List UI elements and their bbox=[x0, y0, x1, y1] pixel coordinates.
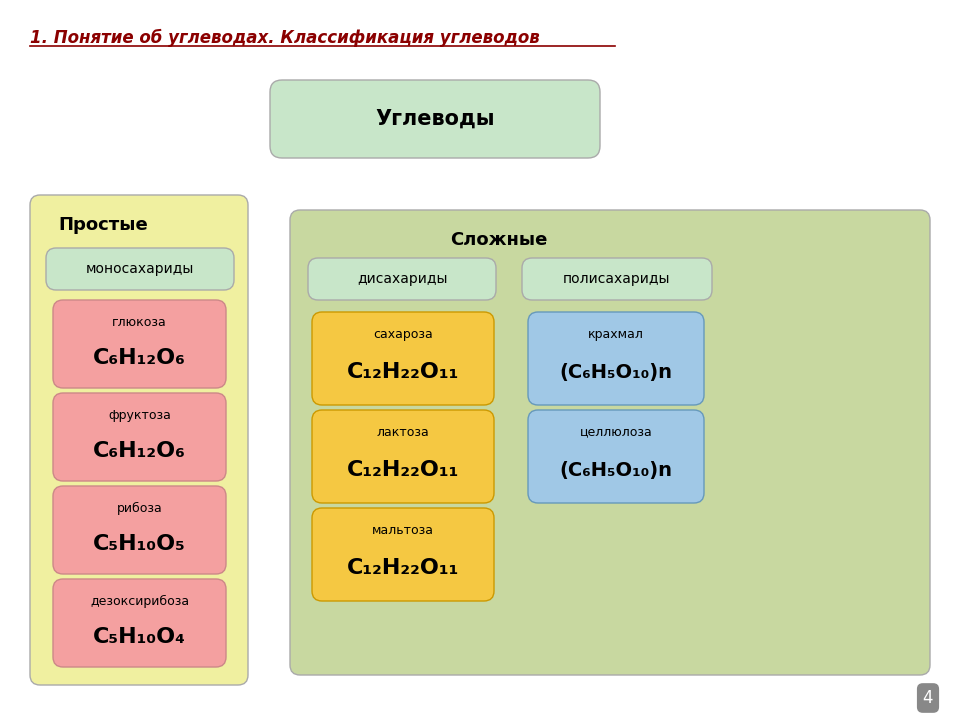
FancyBboxPatch shape bbox=[528, 410, 704, 503]
FancyBboxPatch shape bbox=[312, 410, 494, 503]
Text: Сложные: Сложные bbox=[450, 231, 547, 249]
Text: (C₆H₅O₁₀)n: (C₆H₅O₁₀)n bbox=[560, 362, 673, 382]
Text: глюкоза: глюкоза bbox=[112, 315, 167, 328]
Text: полисахариды: полисахариды bbox=[564, 272, 671, 286]
Text: мальтоза: мальтоза bbox=[372, 523, 434, 536]
Text: Углеводы: Углеводы bbox=[375, 109, 494, 129]
Text: целлюлоза: целлюлоза bbox=[580, 426, 653, 438]
FancyBboxPatch shape bbox=[53, 486, 226, 574]
FancyBboxPatch shape bbox=[312, 312, 494, 405]
Text: рибоза: рибоза bbox=[116, 501, 162, 515]
Text: дезоксирибоза: дезоксирибоза bbox=[90, 595, 189, 608]
FancyBboxPatch shape bbox=[46, 248, 234, 290]
FancyBboxPatch shape bbox=[290, 210, 930, 675]
Text: (C₆H₅O₁₀)n: (C₆H₅O₁₀)n bbox=[560, 461, 673, 480]
FancyBboxPatch shape bbox=[312, 508, 494, 601]
Text: 1. Понятие об углеводах. Классификация углеводов: 1. Понятие об углеводах. Классификация у… bbox=[30, 29, 540, 47]
Text: C₁₂H₂₂O₁₁: C₁₂H₂₂O₁₁ bbox=[347, 362, 459, 382]
FancyBboxPatch shape bbox=[30, 195, 248, 685]
Text: фруктоза: фруктоза bbox=[108, 408, 171, 421]
Text: C₆H₁₂O₆: C₆H₁₂O₆ bbox=[93, 441, 186, 461]
FancyBboxPatch shape bbox=[53, 579, 226, 667]
Text: C₅H₁₀O₅: C₅H₁₀O₅ bbox=[93, 534, 186, 554]
FancyBboxPatch shape bbox=[308, 258, 496, 300]
FancyBboxPatch shape bbox=[53, 393, 226, 481]
Text: C₅H₁₀O₄: C₅H₁₀O₄ bbox=[93, 627, 186, 647]
FancyBboxPatch shape bbox=[53, 300, 226, 388]
Text: 4: 4 bbox=[923, 689, 933, 707]
Text: C₁₂H₂₂O₁₁: C₁₂H₂₂O₁₁ bbox=[347, 460, 459, 480]
Text: дисахариды: дисахариды bbox=[357, 272, 447, 286]
Text: Простые: Простые bbox=[58, 216, 148, 234]
Text: моносахариды: моносахариды bbox=[85, 262, 194, 276]
FancyBboxPatch shape bbox=[522, 258, 712, 300]
FancyBboxPatch shape bbox=[270, 80, 600, 158]
FancyBboxPatch shape bbox=[528, 312, 704, 405]
Text: C₁₂H₂₂O₁₁: C₁₂H₂₂O₁₁ bbox=[347, 558, 459, 578]
Text: C₆H₁₂O₆: C₆H₁₂O₆ bbox=[93, 348, 186, 368]
Text: сахароза: сахароза bbox=[373, 328, 433, 341]
Text: лактоза: лактоза bbox=[376, 426, 429, 438]
Text: крахмал: крахмал bbox=[588, 328, 644, 341]
